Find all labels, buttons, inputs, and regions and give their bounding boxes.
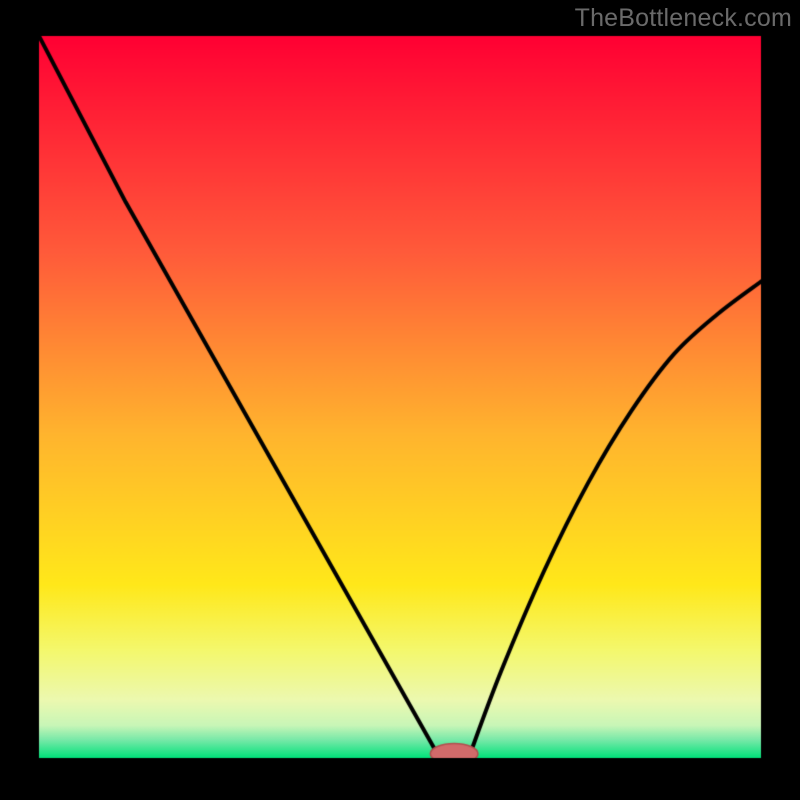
bottleneck-chart-canvas <box>0 0 800 800</box>
watermark-text: TheBottleneck.com <box>575 4 792 33</box>
